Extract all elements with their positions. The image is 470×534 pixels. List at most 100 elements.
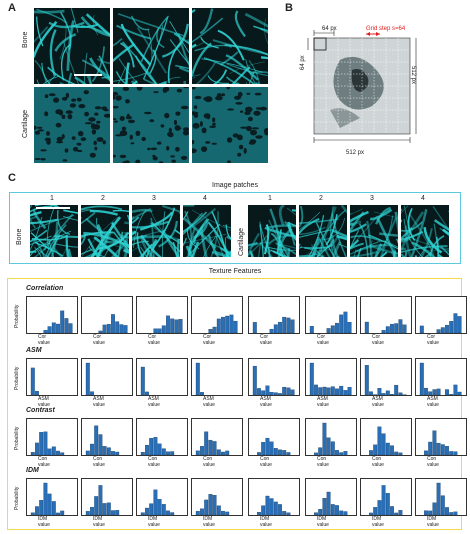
histogram-bar (43, 330, 48, 333)
y-axis-label: Probability (14, 304, 20, 328)
patch-number: 4 (203, 195, 207, 202)
histogram-bar (153, 489, 158, 515)
histogram-bar (457, 391, 462, 395)
bone-patch (132, 205, 180, 257)
histogram-panel (360, 418, 412, 456)
x-axis-label: ASM value (372, 396, 384, 408)
histogram-bars (140, 366, 149, 395)
histogram-bar (30, 367, 35, 395)
histogram-bars (369, 485, 403, 515)
histogram-bar (330, 441, 335, 455)
histogram-bar (419, 362, 424, 395)
histogram-bar (381, 485, 386, 515)
histogram-bar (261, 505, 266, 515)
feature-title: Contrast (26, 407, 55, 414)
texture-title: Texture Features (208, 268, 262, 275)
histogram-bar (339, 510, 344, 515)
histogram-bar (314, 512, 318, 515)
histogram-bar (102, 503, 107, 515)
histogram-bar (119, 324, 124, 333)
histogram-bar (140, 452, 145, 455)
histogram-bars (309, 311, 352, 333)
x-axis-label: Con value (372, 456, 384, 468)
x-axis-label: Cor value (317, 334, 329, 346)
histogram-bar (204, 499, 209, 515)
histogram-bar (428, 510, 433, 515)
histogram-bar (265, 437, 270, 455)
histogram-bar (56, 323, 60, 333)
histogram-bar (115, 510, 120, 515)
histogram-bar (436, 388, 441, 395)
histogram-bar (98, 434, 103, 455)
histogram-panel (305, 418, 357, 456)
x-axis-label: IDM value (38, 516, 50, 528)
histogram-bar (445, 324, 449, 333)
x-axis-label: Con value (203, 456, 215, 468)
histogram-bar (309, 326, 314, 333)
histogram-panel (81, 418, 133, 456)
histogram-panel (81, 358, 133, 396)
histogram-bar (385, 390, 390, 395)
histogram-bar (373, 507, 378, 515)
histogram-bar (212, 326, 217, 333)
histogram-bars (419, 313, 462, 333)
histogram-bar (398, 452, 403, 455)
histogram-bar (424, 510, 428, 515)
histogram-panel (360, 296, 412, 334)
histogram-bar (102, 324, 107, 333)
histogram-bar (282, 316, 287, 333)
histogram-bar (330, 325, 335, 333)
x-axis-label: ASM value (38, 396, 50, 408)
histogram-panel (415, 478, 467, 516)
histogram-bar (309, 362, 314, 395)
histogram-bar (440, 495, 445, 515)
histogram-bar (269, 329, 274, 333)
width-label: 512 px (346, 150, 365, 156)
histogram-bar (221, 316, 225, 333)
histogram-bar (278, 321, 282, 333)
scale-bar (74, 74, 102, 76)
histogram-bar (269, 498, 274, 515)
histogram-bars (30, 431, 65, 455)
patch-number: 1 (268, 195, 272, 202)
image-patches-frame (9, 192, 461, 264)
histogram-bar (322, 422, 327, 455)
x-axis-label: Con value (427, 456, 439, 468)
histogram-bar (170, 512, 175, 515)
histogram-bars (309, 362, 352, 395)
histogram-bar (326, 437, 331, 455)
x-axis-label: ASM value (203, 396, 215, 408)
histogram-bar (216, 318, 221, 333)
histogram-bars (257, 437, 291, 455)
micrograph-texture (132, 205, 180, 257)
bone-micrograph (113, 8, 189, 84)
histogram-bar (106, 324, 111, 333)
x-axis-label: ASM value (148, 396, 160, 408)
patch-number: 3 (152, 195, 156, 202)
x-axis-label: Cor value (372, 334, 384, 346)
histogram-bars (424, 482, 458, 515)
y-axis-label: Probability (14, 426, 20, 450)
x-axis-label: Con value (93, 456, 105, 468)
histogram-bar (436, 442, 441, 455)
x-axis-label: Cor value (260, 334, 272, 346)
x-axis-label: Cor value (203, 334, 215, 346)
x-axis-label: ASM value (260, 396, 272, 408)
histogram-bar (229, 314, 234, 333)
histogram-bar (39, 500, 44, 515)
histogram-bar (166, 510, 170, 515)
histogram-panel (415, 418, 467, 456)
histogram-bar (123, 325, 128, 333)
histogram-bar (221, 510, 225, 515)
histogram-bar (140, 366, 145, 395)
histogram-bar (398, 392, 403, 395)
histogram-bar (273, 448, 278, 455)
panel-b-letter: B (285, 2, 293, 14)
histogram-bar (60, 510, 65, 515)
histogram-bars (252, 316, 295, 333)
histogram-bar (140, 512, 145, 515)
histogram-bar (195, 511, 200, 515)
histogram-bar (273, 501, 278, 515)
histogram-bar (394, 512, 399, 515)
micrograph-texture (183, 205, 231, 257)
